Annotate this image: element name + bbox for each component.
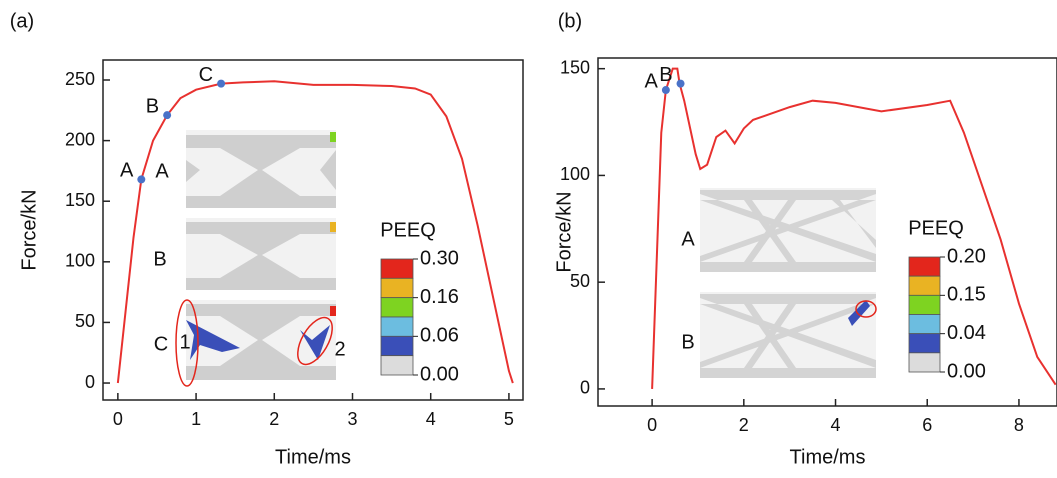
x-tick-label: 4: [831, 415, 841, 435]
marked-point: [662, 86, 670, 94]
colorbar-label: 0.15: [947, 284, 986, 306]
panel-label: (b): [558, 10, 582, 32]
point-label: B: [146, 95, 159, 117]
inset-label: B: [153, 248, 166, 270]
colorbar-swatch: [381, 336, 413, 355]
colorbar-swatch: [909, 315, 940, 334]
inset-label: 2: [334, 338, 345, 360]
colorbar-label: 0.06: [420, 325, 459, 347]
y-tick-label: 100: [65, 251, 95, 271]
colorbar-label: 0.30: [420, 247, 459, 269]
colorbar-label: 0.16: [420, 286, 459, 308]
x-axis-label: Time/ms: [275, 446, 351, 468]
colorbar-label: 0.04: [947, 322, 986, 344]
colorbar-swatch: [381, 356, 413, 375]
colorbar-swatch: [381, 259, 413, 278]
x-tick-label: 6: [922, 415, 932, 435]
colorbar-swatch: [909, 295, 940, 314]
x-tick-label: 0: [647, 415, 657, 435]
figure: 012345050100150200250(a)Time/msForce/kNA…: [0, 0, 1057, 473]
y-tick-label: 250: [65, 69, 95, 89]
x-tick-label: 4: [426, 409, 436, 429]
inset-a: [176, 130, 339, 386]
colorbar-swatch: [909, 353, 940, 372]
y-tick-label: 100: [560, 164, 590, 184]
marked-point: [217, 80, 225, 88]
inset-b: [700, 188, 876, 378]
colorbar-label: 0.00: [947, 360, 986, 382]
x-tick-label: 2: [269, 409, 279, 429]
marked-point: [677, 80, 685, 88]
x-tick-label: 0: [113, 409, 123, 429]
panel-label: (a): [10, 10, 34, 32]
y-tick-label: 50: [570, 271, 590, 291]
inset-label: A: [155, 160, 169, 182]
y-axis-label: Force/kN: [553, 191, 575, 272]
inset-label: C: [154, 333, 168, 355]
x-tick-label: 2: [739, 415, 749, 435]
colorbar-title: PEEQ: [380, 219, 436, 241]
x-axis-label: Time/ms: [790, 446, 866, 468]
colorbar-swatch: [381, 278, 413, 297]
colorbar-label: 0.20: [947, 245, 986, 267]
point-label: B: [659, 64, 672, 86]
colorbar-swatch: [909, 334, 940, 353]
colorbar-title: PEEQ: [908, 217, 964, 239]
colorbar-label: 0.00: [420, 363, 459, 385]
y-tick-label: 0: [580, 378, 590, 398]
point-label: A: [645, 70, 659, 92]
x-tick-label: 5: [504, 409, 514, 429]
inset-label: A: [681, 228, 695, 250]
marked-point: [137, 175, 145, 183]
x-tick-label: 1: [191, 409, 201, 429]
point-label: C: [199, 64, 213, 86]
colorbar-swatch: [909, 276, 940, 295]
point-label: A: [120, 160, 134, 182]
inset-label: B: [681, 331, 694, 353]
y-tick-label: 0: [85, 372, 95, 392]
y-tick-label: 50: [75, 311, 95, 331]
y-tick-label: 150: [65, 190, 95, 210]
y-tick-label: 200: [65, 129, 95, 149]
colorbar-swatch: [381, 317, 413, 336]
y-axis-label: Force/kN: [18, 189, 40, 270]
colorbar-swatch: [381, 298, 413, 317]
y-tick-label: 150: [560, 57, 590, 77]
colorbar-swatch: [909, 257, 940, 276]
inset-label: 1: [179, 331, 190, 353]
x-tick-label: 3: [347, 409, 357, 429]
x-tick-label: 8: [1014, 415, 1024, 435]
marked-point: [163, 111, 171, 119]
